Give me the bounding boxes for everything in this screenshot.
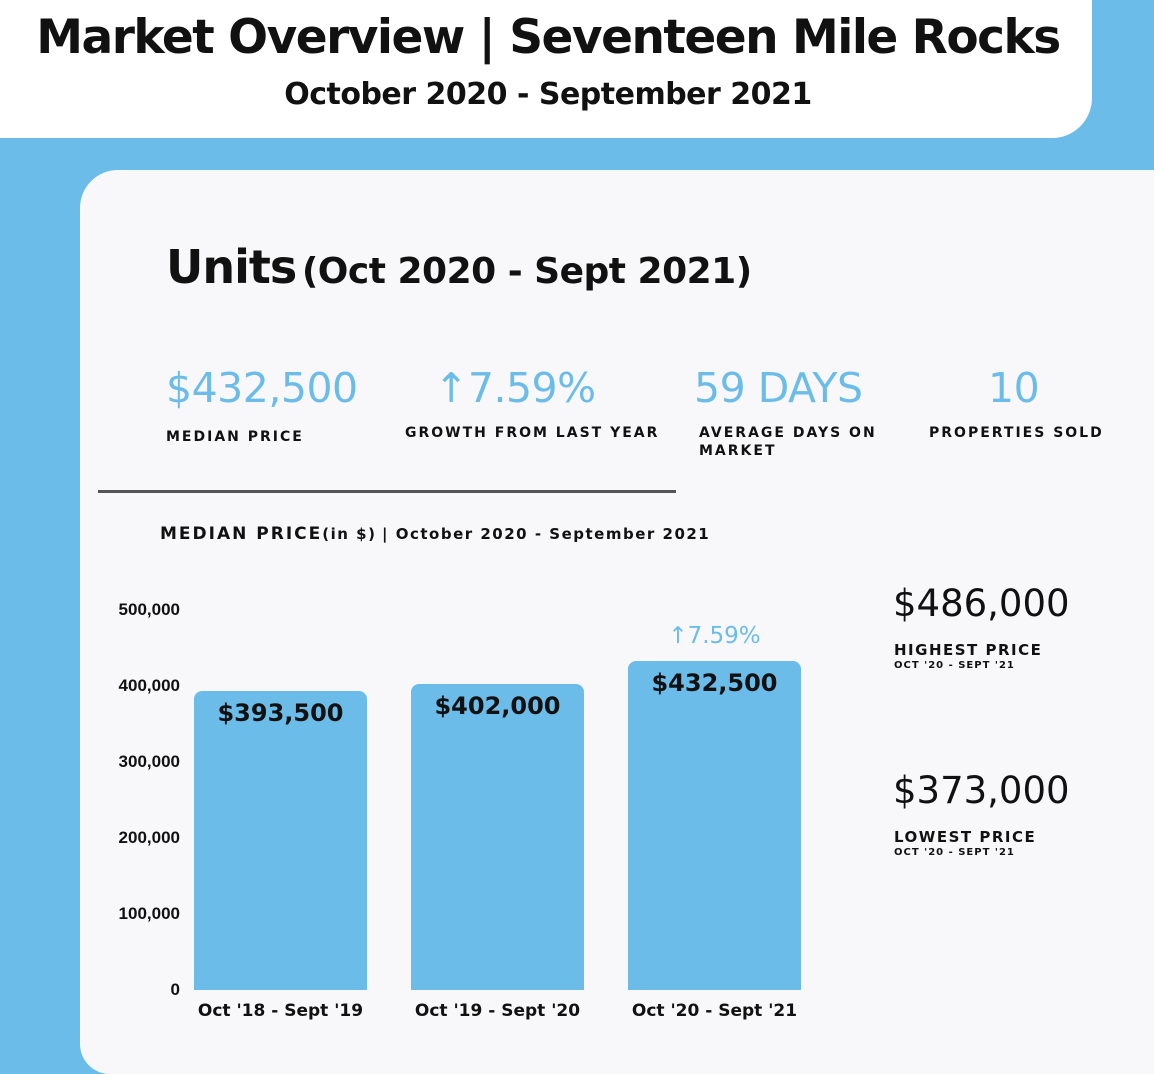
bar-value-label: $432,500 xyxy=(651,669,778,698)
section-divider xyxy=(98,490,676,493)
stat-growth-label: GROWTH FROM LAST YEAR xyxy=(405,425,660,441)
bar-value-label: $402,000 xyxy=(434,692,561,721)
highest-price-period: OCT '20 - SEPT '21 xyxy=(894,660,1015,671)
lowest-price-label: LOWEST PRICE xyxy=(894,828,1037,846)
x-tick-label: Oct '20 - Sept '21 xyxy=(631,1001,798,1021)
lowest-price-value: $373,000 xyxy=(893,769,1070,812)
section-heading: Units (Oct 2020 - Sept 2021) xyxy=(166,240,752,294)
y-tick-label: 400,000 xyxy=(118,676,180,695)
page-title: Market Overview | Seventeen Mile Rocks xyxy=(36,10,1061,65)
y-tick-label: 500,000 xyxy=(118,600,180,619)
bar-2 xyxy=(411,684,584,990)
stat-sold-value: 10 xyxy=(988,364,1040,412)
stat-sold-label: PROPERTIES SOLD xyxy=(929,425,1104,441)
x-tick-label: Oct '18 - Sept '19 xyxy=(197,1001,364,1021)
section-period: (Oct 2020 - Sept 2021) xyxy=(301,251,752,292)
stat-growth-value: ↑7.59% xyxy=(434,364,596,412)
bar-3 xyxy=(628,661,801,990)
chart-title-unit: (in $) xyxy=(322,525,377,543)
y-tick-label: 100,000 xyxy=(118,904,180,923)
y-tick-label: 300,000 xyxy=(118,752,180,771)
highest-price-label: HIGHEST PRICE xyxy=(894,641,1043,659)
chart-title-period: | October 2020 - September 2021 xyxy=(382,525,711,543)
stat-days-label: AVERAGE DAYS ON MARKET xyxy=(699,425,877,459)
x-tick-label: Oct '19 - Sept '20 xyxy=(414,1001,581,1021)
bar-1 xyxy=(194,690,367,990)
section-title: Units xyxy=(166,240,297,294)
y-tick-label: 0 xyxy=(170,980,180,999)
stat-median-price-value: $432,500 xyxy=(166,364,358,412)
stat-days-value: 59 DAYS xyxy=(694,364,863,412)
growth-annotation: ↑7.59% xyxy=(668,623,761,650)
chart-title-main: MEDIAN PRICE xyxy=(160,524,323,544)
header-banner: Market Overview | Seventeen Mile Rocks O… xyxy=(0,0,1092,138)
lowest-price-period: OCT '20 - SEPT '21 xyxy=(894,847,1015,858)
stat-median-price-label: MEDIAN PRICE xyxy=(166,429,304,445)
chart-title: MEDIAN PRICE(in $) | October 2020 - Sept… xyxy=(160,524,710,544)
y-tick-label: 200,000 xyxy=(118,828,180,847)
highest-price-value: $486,000 xyxy=(893,582,1070,625)
page-subtitle: October 2020 - September 2021 xyxy=(284,77,812,112)
bar-value-label: $393,500 xyxy=(217,698,344,727)
